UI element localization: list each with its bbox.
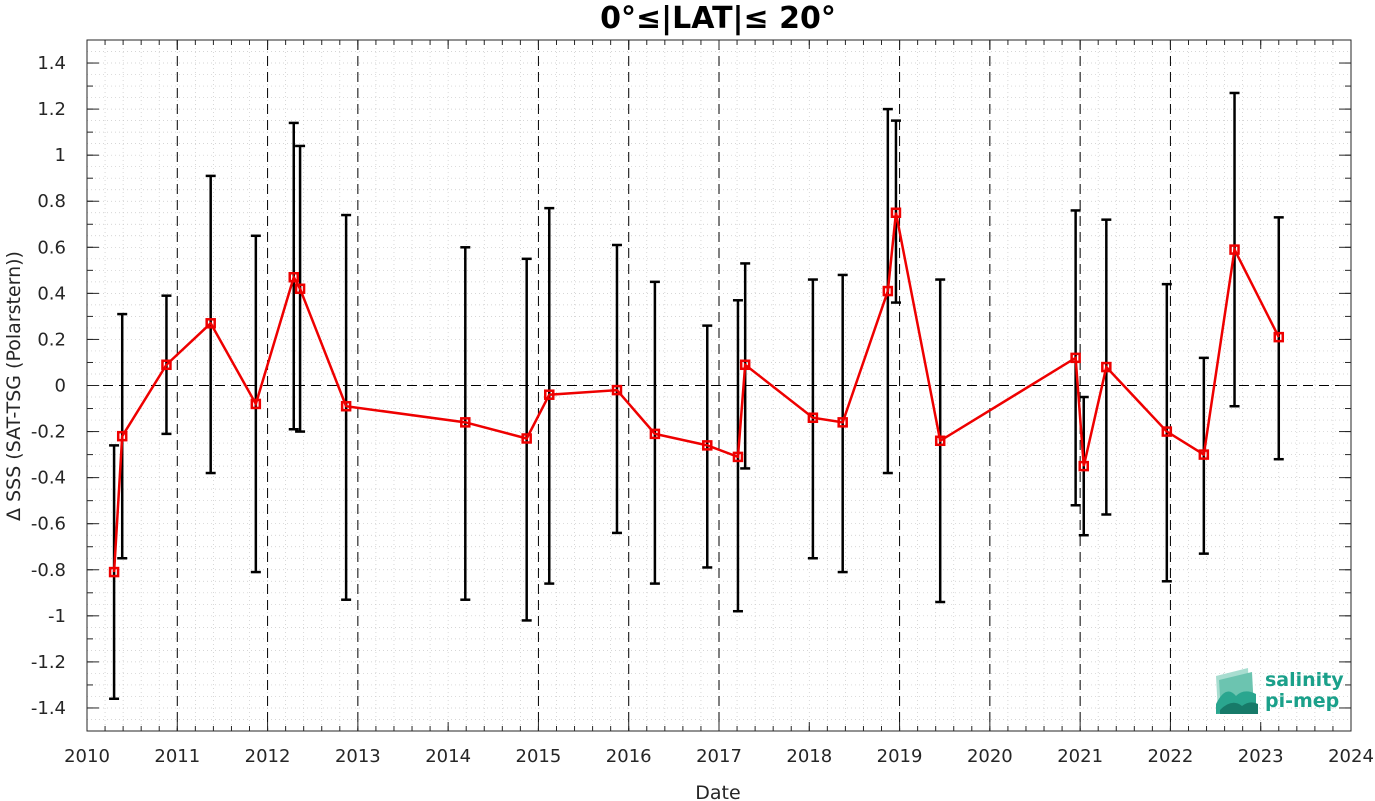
data-point-marker [1273,331,1285,343]
data-point-marker [116,430,128,442]
data-point-marker [934,435,946,447]
y-tick-label: 0.2 [37,329,66,350]
y-tick-label: -0.8 [31,560,66,581]
y-tick-label: 1 [55,145,66,166]
chart-title: 0°≤|LAT|≤ 20° [600,1,836,36]
error-bar [1273,216,1284,461]
y-tick-label: 0 [55,376,66,397]
data-point-marker [161,359,172,371]
data-point-marker [205,318,216,329]
x-tick-label: 2023 [1238,746,1284,767]
x-tick-label: 2024 [1328,746,1374,767]
x-tick-label: 2017 [696,746,742,767]
data-point-marker [294,283,306,295]
data-point-marker [460,417,471,428]
y-tick-label: -0.6 [31,514,66,535]
y-axis-label: Δ SSS (SAT-TSG (Polarstern)) [3,251,25,521]
y-tick-label: 0.8 [37,191,66,212]
y-tick-label: 1.2 [37,99,66,120]
y-tick-label: -1 [48,606,66,627]
x-tick-label: 2011 [154,746,200,767]
y-tick-label: -1.4 [31,698,66,719]
data-point-marker [250,398,262,410]
axis-ticks [86,39,1352,732]
x-tick-label: 2015 [516,746,562,767]
data-point-marker [649,428,661,440]
salinity-wave-icon [1216,668,1258,714]
salinity-pi-mep-logo: salinity pi-mep [1216,668,1344,714]
logo-text-pi-mep: pi-mep [1265,690,1339,712]
data-point-marker [739,359,751,371]
data-point-marker [890,207,902,218]
y-axis-tick-labels: -1.4 -1.2 -1 -0.8 -0.6 -0.4 -0.2 0 0.2 0.4 0.6 0.8 1… [31,53,66,719]
x-tick-label: 2018 [786,746,832,767]
x-tick-label: 2021 [1057,746,1103,767]
data-point-marker [1101,361,1112,373]
x-tick-label: 2016 [606,746,652,767]
data-point-marker [1161,426,1173,437]
data-point-marker [702,440,713,451]
data-point-marker [1198,449,1210,460]
data-point-marker [807,412,819,423]
error-bars [109,91,1284,701]
y-tick-label: -0.4 [31,468,66,489]
x-tick-label: 2020 [967,746,1013,767]
x-tick-label: 2013 [335,746,381,767]
data-point-marker [1229,244,1240,255]
data-point-marker [1070,352,1081,364]
series-line [112,212,1280,573]
x-axis-label: Date [695,782,740,801]
y-tick-label: 1.4 [37,53,66,74]
series-markers [108,207,1285,578]
data-point-marker [521,433,532,444]
x-tick-label: 2010 [64,746,110,767]
y-tick-label: -1.2 [31,652,66,673]
x-tick-label: 2014 [425,746,471,767]
data-point-marker [732,451,744,463]
x-axis-tick-labels: 2010 2011 2012 2013 2014 2015 2016 2017 2018 2019… [64,746,1374,767]
logo-text-salinity: salinity [1265,669,1344,691]
data-point-marker [837,417,848,428]
data-point-marker [882,285,894,297]
data-point-marker [340,400,352,412]
data-point-marker [288,271,300,283]
y-tick-label: 0.6 [37,237,66,258]
data-point-marker [544,389,555,400]
y-tick-label: 0.4 [37,283,66,304]
x-tick-label: 2022 [1148,746,1194,767]
data-point-marker [611,384,623,396]
x-tick-label: 2012 [245,746,291,767]
x-tick-label: 2019 [877,746,923,767]
error-bar [890,119,901,304]
data-point-marker [108,566,120,578]
y-tick-label: -0.2 [31,422,66,443]
data-point-marker [1078,460,1090,472]
